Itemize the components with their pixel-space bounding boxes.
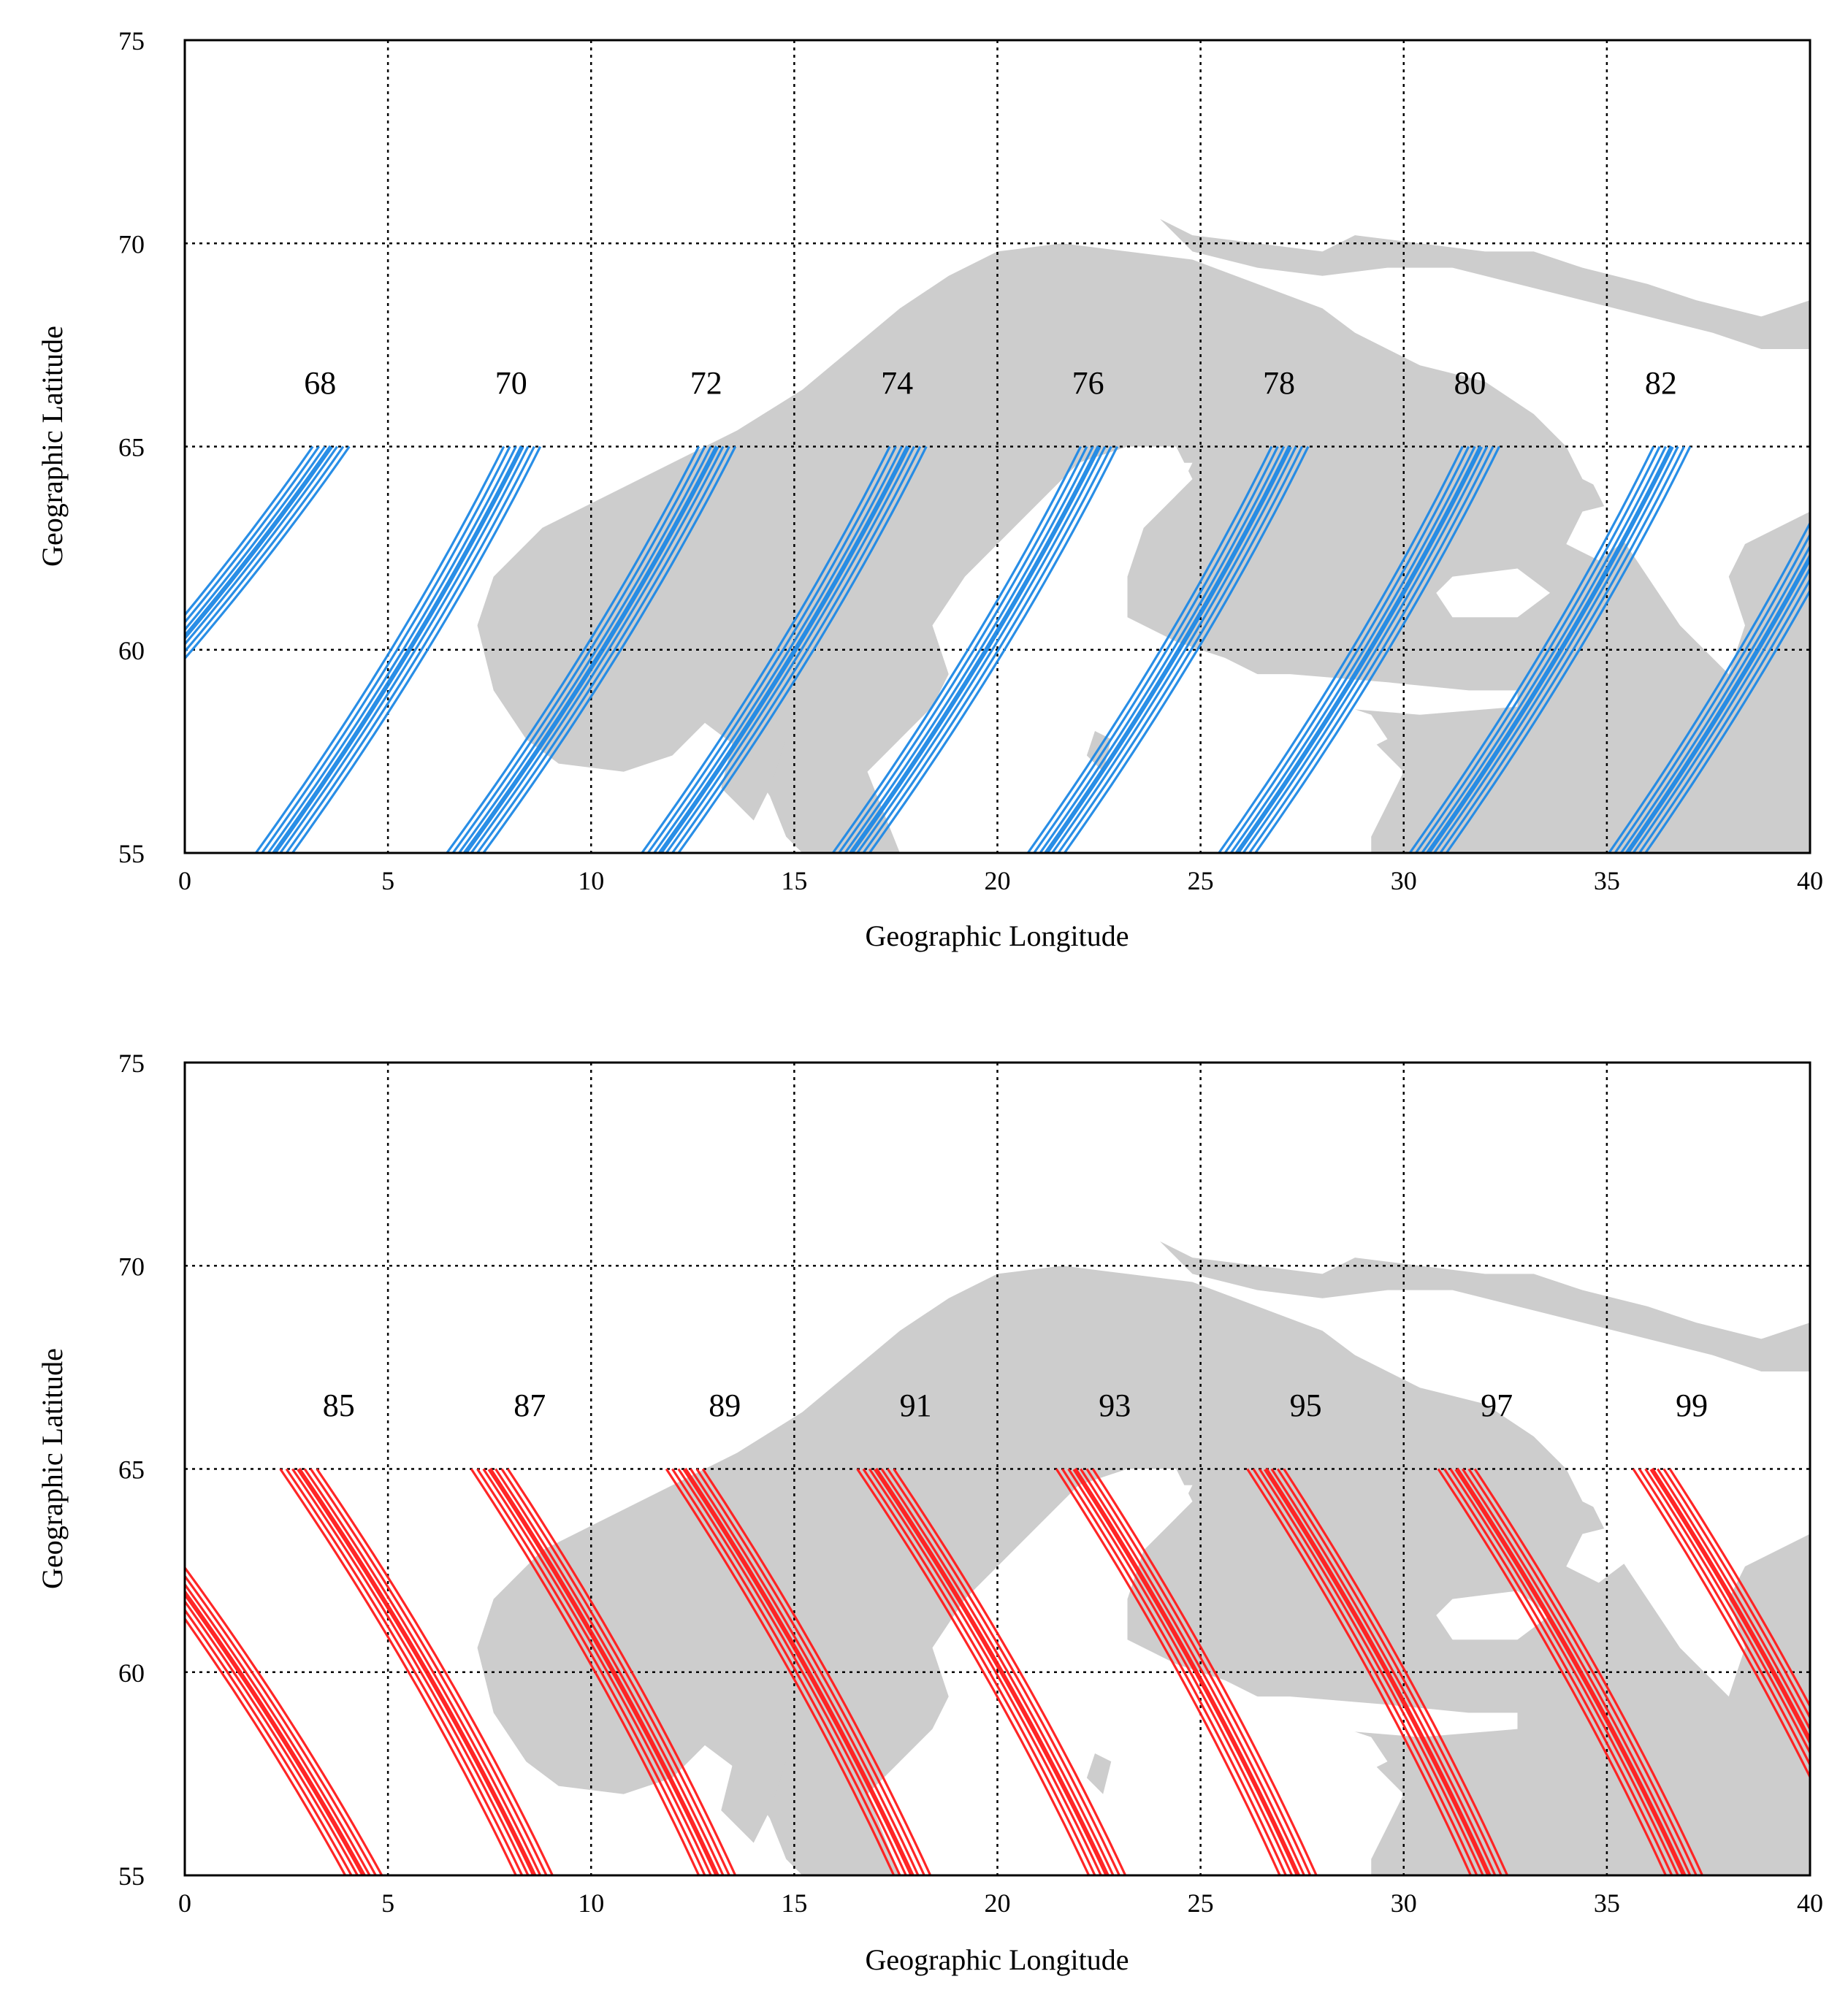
bottom-x-axis-label: Geographic Longitude — [866, 1943, 1129, 1976]
x-tick-label: 15 — [781, 866, 807, 895]
x-tick-label: 0 — [178, 1888, 191, 1918]
y-tick-label: 65 — [118, 1455, 145, 1485]
satellite-track — [254, 445, 542, 853]
track-label: 78 — [1263, 365, 1295, 401]
x-tick-label: 10 — [578, 866, 604, 895]
top-panel: 0 5 10 15 20 25 30 35 40 55 60 65 70 75 68 70 72 74 76 78… — [36, 26, 1823, 952]
satellite-track — [831, 445, 1119, 853]
top-tracks — [185, 445, 1810, 853]
x-tick-label: 20 — [985, 1888, 1011, 1918]
bottom-y-axis-label: Geographic Latitude — [36, 1348, 69, 1589]
top-x-axis-label: Geographic Longitude — [866, 919, 1129, 952]
x-tick-label: 40 — [1797, 866, 1823, 895]
satellite-track — [665, 1467, 932, 1875]
track-label: 70 — [495, 365, 527, 401]
bottom-track-labels: 85 87 89 91 93 95 97 99 — [323, 1388, 1708, 1423]
x-tick-label: 10 — [578, 1888, 604, 1918]
top-xticks: 0 5 10 15 20 25 30 35 40 — [178, 866, 1823, 895]
satellite-track — [470, 1467, 737, 1875]
x-tick-label: 40 — [1797, 1888, 1823, 1918]
satellite-track — [1026, 445, 1310, 853]
track-label: 91 — [900, 1388, 932, 1423]
track-label: 80 — [1454, 365, 1486, 401]
y-tick-label: 55 — [118, 839, 145, 868]
satellite-track — [279, 1467, 554, 1875]
track-label: 89 — [709, 1388, 741, 1423]
track-label: 87 — [513, 1388, 546, 1423]
x-tick-label: 25 — [1188, 866, 1214, 895]
satellite-track — [185, 1566, 383, 1875]
x-tick-label: 0 — [178, 866, 191, 895]
satellite-track — [1437, 1467, 1704, 1875]
x-tick-label: 20 — [985, 866, 1011, 895]
satellite-track — [1055, 1467, 1318, 1875]
x-tick-label: 35 — [1594, 866, 1620, 895]
bottom-frame — [183, 1061, 1811, 1877]
y-tick-label: 70 — [118, 229, 145, 259]
track-label: 97 — [1481, 1388, 1513, 1423]
track-label: 68 — [304, 365, 336, 401]
y-tick-label: 55 — [118, 1861, 145, 1891]
track-label: 99 — [1676, 1388, 1708, 1423]
top-frame — [183, 39, 1811, 854]
y-tick-label: 70 — [118, 1252, 145, 1281]
bottom-yticks: 55 60 65 70 75 — [118, 1049, 145, 1891]
x-tick-label: 5 — [381, 1888, 394, 1918]
track-label: 72 — [690, 365, 722, 401]
top-landmass — [477, 218, 1810, 853]
satellite-track — [1608, 520, 1810, 853]
track-label: 76 — [1072, 365, 1104, 401]
x-tick-label: 15 — [781, 1888, 807, 1918]
y-tick-label: 75 — [118, 26, 145, 56]
y-tick-label: 75 — [118, 1049, 145, 1078]
y-tick-label: 60 — [118, 636, 145, 665]
track-label: 74 — [881, 365, 913, 401]
satellite-track — [1632, 1467, 1810, 1780]
x-tick-label: 30 — [1391, 866, 1417, 895]
satellite-track — [1408, 445, 1692, 853]
x-tick-label: 30 — [1391, 1888, 1417, 1918]
x-tick-label: 5 — [381, 866, 394, 895]
x-tick-label: 25 — [1188, 1888, 1214, 1918]
y-tick-label: 65 — [118, 433, 145, 462]
satellite-track — [1218, 445, 1500, 853]
y-tick-label: 60 — [118, 1658, 145, 1688]
satellite-track — [185, 445, 351, 661]
bottom-panel: 0 5 10 15 20 25 30 35 40 55 60 65 70 75 85 87 89 91 93 95… — [36, 1049, 1823, 1976]
track-label: 82 — [1645, 365, 1677, 401]
bottom-grid — [185, 1063, 1810, 1875]
top-yticks: 55 60 65 70 75 — [118, 26, 145, 868]
satellite-track — [446, 445, 737, 853]
satellite-track — [641, 445, 928, 853]
top-track-labels: 68 70 72 74 76 78 80 82 — [304, 365, 1677, 401]
x-tick-label: 35 — [1594, 1888, 1620, 1918]
top-y-axis-label: Geographic Latitude — [36, 326, 69, 567]
track-label: 93 — [1099, 1388, 1131, 1423]
satellite-track — [856, 1467, 1127, 1875]
satellite-track — [1246, 1467, 1509, 1875]
bottom-tracks — [185, 1467, 1810, 1875]
track-label: 85 — [323, 1388, 355, 1423]
bottom-xticks: 0 5 10 15 20 25 30 35 40 — [178, 1888, 1823, 1918]
track-label: 95 — [1290, 1388, 1322, 1423]
